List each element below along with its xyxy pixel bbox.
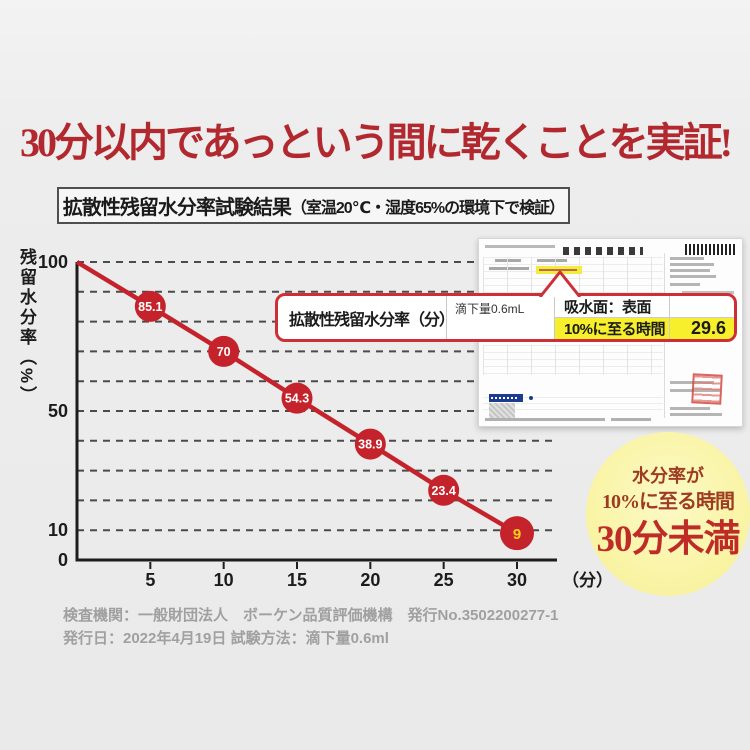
x-axis-unit: （分）	[562, 570, 613, 590]
report-stamp-icon	[691, 373, 723, 405]
badge-result: 30分未満	[596, 519, 741, 560]
report-side-line	[670, 407, 710, 410]
time-to-10pct-value: 29.6	[670, 318, 734, 339]
y-axis-label: 残留水分率（%）	[17, 248, 36, 407]
report-header-line	[485, 245, 555, 248]
report-barcode	[685, 244, 737, 255]
time-to-10pct-label: 10%に至る時間	[555, 318, 670, 339]
callout-drop-volume: 滴下量0.6mL	[447, 296, 555, 339]
data-point	[500, 516, 534, 551]
page-title: 30分以内であっという間に乾くことを実証!	[20, 120, 733, 165]
absorption-surface-value	[670, 296, 734, 318]
axes	[75, 262, 557, 562]
report-side-line	[670, 269, 710, 272]
data-point	[208, 335, 240, 367]
x-tick-label: 30	[507, 570, 527, 590]
report-footer-line	[611, 418, 651, 421]
callout-result-table: 吸水面：表面 10%に至る時間 29.6	[555, 296, 734, 339]
y-tick-label: 100	[38, 252, 68, 272]
report-footer-line	[485, 418, 605, 421]
data-point-label: 85.1	[138, 300, 162, 314]
report-title-glyphs	[563, 247, 643, 255]
result-badge: 水分率が 10%に至る時間 30分未満	[586, 432, 750, 596]
report-mark	[529, 396, 533, 400]
x-tick-label: 20	[360, 570, 380, 590]
issue-date-note: 発行日：2022年4月19日 試験方法：滴下量0.6ml	[63, 630, 389, 647]
callout-series-label: 拡散性残留水分率（分）	[278, 296, 455, 339]
data-point	[428, 474, 460, 506]
data-point	[134, 290, 166, 322]
report-side-line	[670, 413, 722, 416]
x-tick-label: 25	[434, 570, 454, 590]
y-tick-label: 0	[58, 550, 68, 570]
data-point-label: 70	[217, 345, 231, 359]
data-point-label: 54.3	[285, 392, 309, 406]
test-result-header: 拡散性残留水分率試験結果 （室温20℃・湿度65%の環境下で検証）	[57, 187, 570, 224]
report-side-line	[670, 283, 700, 286]
data-point	[281, 382, 313, 414]
x-tick-label: 5	[145, 570, 155, 590]
report-photo	[489, 403, 515, 421]
data-point-label: 38.9	[358, 438, 382, 452]
report-table-grid	[483, 345, 663, 375]
report-company-line	[682, 291, 734, 294]
data-point-label: 9	[513, 526, 521, 543]
report-side-line	[670, 263, 714, 266]
absorption-surface-label: 吸水面：表面	[555, 296, 670, 318]
x-tick-label: 10	[214, 570, 234, 590]
badge-line2: 10%に至る時間	[602, 491, 735, 513]
callout-pointer-icon	[538, 270, 582, 297]
test-result-title: 拡散性残留水分率試験結果	[62, 197, 292, 219]
y-tick-label: 50	[48, 401, 68, 421]
y-tick-label: 10	[48, 520, 68, 540]
report-table-grid	[483, 397, 663, 415]
chart-callout-box: 拡散性残留水分率（分） 滴下量0.6mL 吸水面：表面 10%に至る時間 29.…	[275, 293, 737, 342]
badge-line1: 水分率が	[632, 466, 704, 486]
report-side-line	[670, 275, 716, 278]
test-conditions: （室温20℃・湿度65%の環境下で検証）	[290, 199, 565, 217]
data-point	[354, 428, 386, 460]
inspection-agency-note: 検査機関：一般財団法人 ボーケン品質評価機構 発行No.3502200277-1	[63, 607, 559, 624]
report-side-line	[670, 257, 704, 260]
data-point-label: 23.4	[431, 484, 455, 498]
report-logo-text	[491, 397, 519, 399]
report-highlight-text	[539, 269, 577, 271]
x-tick-label: 15	[287, 570, 307, 590]
